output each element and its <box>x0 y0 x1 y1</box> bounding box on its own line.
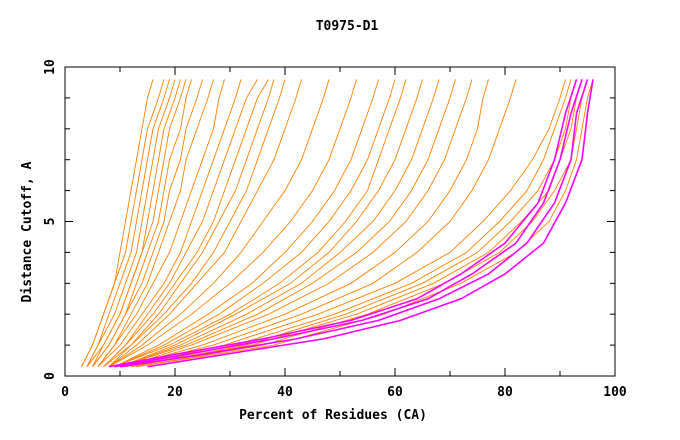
x-tick-label-80: 80 <box>497 385 513 400</box>
series-line-orange-12 <box>103 79 269 368</box>
x-axis-label: Percent of Residues (CA) <box>239 408 427 423</box>
x-tick-label-100: 100 <box>603 385 627 400</box>
series-line-magenta-34 <box>114 79 583 368</box>
series-line-orange-30 <box>130 79 583 368</box>
series-line-orange-27 <box>125 79 566 368</box>
series-line-orange-8 <box>97 79 214 367</box>
series-line-orange-25 <box>125 79 489 368</box>
y-axis-label: Distance Cutoff, A <box>20 161 35 302</box>
series-line-magenta-35 <box>119 79 589 368</box>
x-axis-tick-labels: 0 20 40 60 80 100 <box>61 385 627 400</box>
x-axis-ticks <box>64 67 616 376</box>
series-line-orange-3 <box>86 79 176 367</box>
series-line-orange-5 <box>92 79 187 367</box>
x-tick-label-0: 0 <box>61 385 69 400</box>
series-line-orange-21 <box>119 79 423 368</box>
series-line-orange-10 <box>97 79 242 368</box>
series-line-orange-16 <box>108 79 330 368</box>
series-line-orange-19 <box>114 79 396 368</box>
series-line-orange-26 <box>125 79 517 368</box>
y-tick-label-10: 10 <box>43 59 58 75</box>
series-line-orange-15 <box>108 79 302 368</box>
series-line-orange-28 <box>130 79 572 368</box>
series-line-orange-13 <box>103 79 275 368</box>
series-line-orange-17 <box>108 79 357 368</box>
series-line-magenta-36 <box>147 79 594 368</box>
series-line-orange-9 <box>97 79 225 367</box>
y-tick-label-5: 5 <box>43 218 58 226</box>
series-line-orange-1 <box>81 79 165 367</box>
series-line-orange-18 <box>114 79 379 368</box>
y-axis-tick-labels: 0 5 10 <box>43 59 58 380</box>
series-line-magenta-33 <box>108 79 578 368</box>
series-line-orange-29 <box>130 79 577 368</box>
x-tick-label-20: 20 <box>167 385 183 400</box>
x-tick-label-60: 60 <box>387 385 403 400</box>
series-line-orange-23 <box>119 79 456 368</box>
chart-title: T0975-D1 <box>316 19 379 34</box>
series-line-orange-32 <box>136 79 594 368</box>
series-line-orange-20 <box>114 79 407 368</box>
series-line-orange-22 <box>119 79 440 368</box>
series-line-orange-7 <box>92 79 203 367</box>
y-axis-ticks <box>65 66 615 377</box>
x-tick-label-40: 40 <box>277 385 293 400</box>
series-line-orange-24 <box>125 79 473 368</box>
series-line-orange-11 <box>103 79 258 368</box>
series-line-orange-14 <box>108 79 286 368</box>
series-group <box>81 79 594 368</box>
y-tick-label-0: 0 <box>43 372 58 380</box>
series-line-orange-2 <box>86 79 170 367</box>
